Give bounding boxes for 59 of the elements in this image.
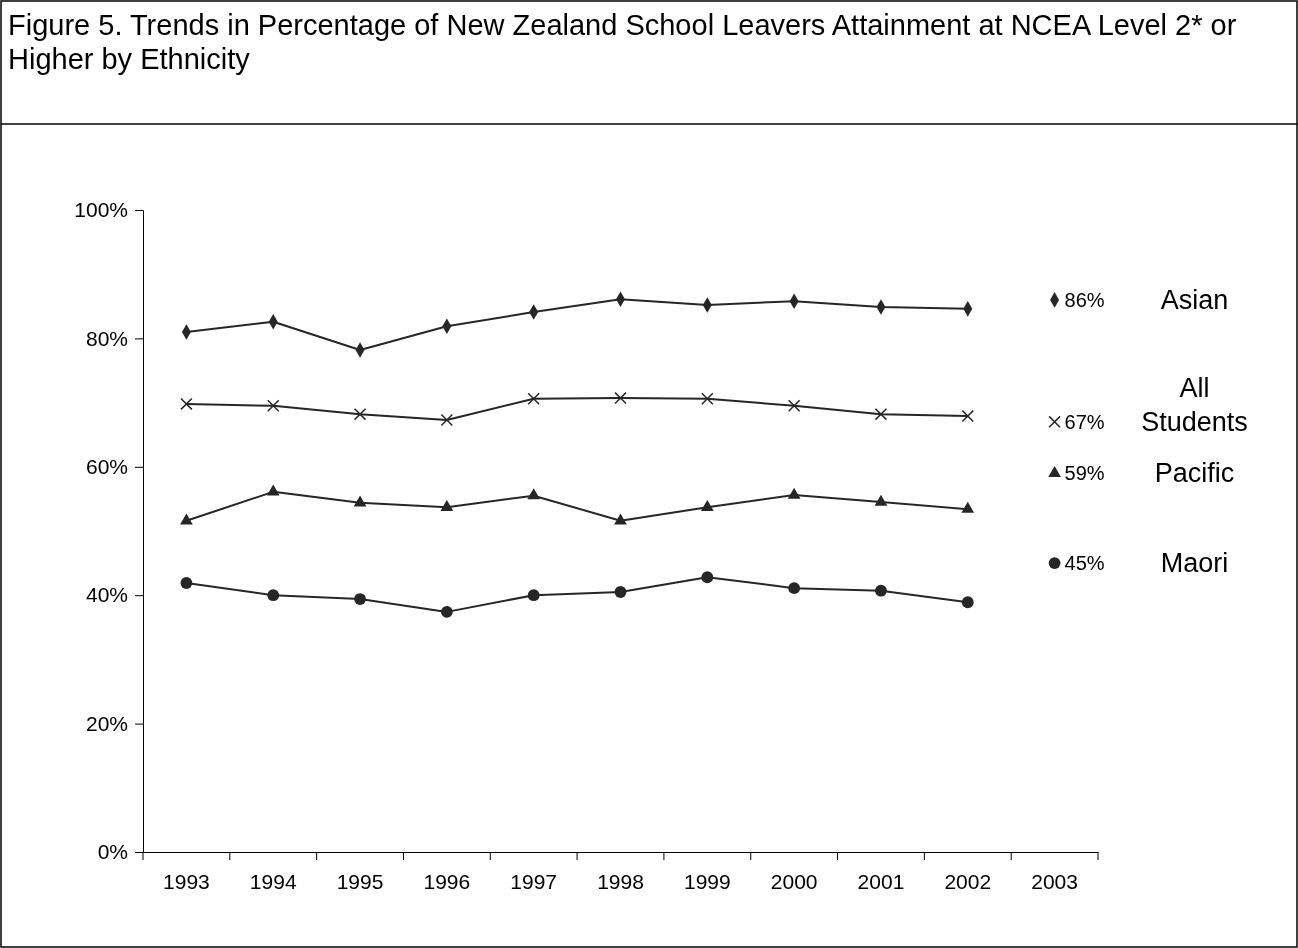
y-tick-label: 20% (85, 711, 128, 735)
point (701, 571, 714, 584)
text: All Students (1141, 372, 1248, 437)
data-label: 45% (1064, 552, 1105, 575)
point (266, 484, 280, 496)
x-tick-label: 1993 (163, 869, 210, 893)
point (1048, 415, 1061, 429)
x-tick-label: 2000 (770, 869, 818, 893)
point (440, 499, 454, 511)
point (267, 589, 280, 602)
point (527, 488, 541, 500)
point (527, 392, 540, 405)
y-tick-label: 60% (85, 455, 128, 479)
point (180, 397, 193, 411)
text: Pacific (1154, 458, 1235, 489)
point (180, 513, 193, 525)
point (961, 596, 974, 609)
point (354, 593, 366, 605)
data-label: 59% (1064, 462, 1105, 485)
point (1048, 465, 1061, 477)
x-tick-label: 1997 (510, 869, 558, 893)
y-tick-label: 80% (85, 326, 128, 350)
point (874, 407, 888, 421)
point (961, 409, 974, 423)
text: Asian (1160, 284, 1229, 315)
data-label: 86% (1064, 288, 1105, 311)
point (614, 391, 627, 405)
point (961, 501, 975, 513)
point (1048, 557, 1061, 570)
chart-title: Figure 5. Trends in Percentage of New Zealand School Leavers Attainment at NCEA Level 2* or Higher by Ethnicity (8, 8, 1238, 76)
point (527, 589, 540, 602)
x-tick-label: 1995 (336, 869, 384, 893)
point (787, 399, 801, 413)
x-tick-label: 1998 (597, 869, 644, 893)
data-label: 67% (1064, 410, 1105, 433)
x-tick-label: 1996 (423, 869, 471, 893)
point (353, 495, 367, 507)
point (180, 577, 193, 589)
x-tick-label: 1999 (683, 869, 731, 893)
point (874, 494, 888, 506)
point (614, 513, 627, 525)
point (701, 392, 714, 405)
point (700, 499, 714, 511)
point (267, 399, 280, 413)
point (440, 413, 454, 427)
x-tick-label: 2003 (1031, 869, 1078, 893)
x-tick-label: 2001 (857, 869, 905, 893)
x-tick-label: 1994 (249, 869, 297, 893)
y-tick-label: 0% (97, 840, 128, 864)
point (788, 582, 801, 595)
point (440, 605, 453, 618)
y-tick-label: 100% (74, 198, 128, 222)
point (353, 407, 367, 421)
y-tick-label: 40% (85, 583, 128, 607)
point (614, 586, 627, 598)
x-tick-label: 2002 (944, 869, 992, 893)
point (787, 487, 801, 499)
text: Maori (1160, 548, 1229, 579)
point (875, 584, 887, 597)
